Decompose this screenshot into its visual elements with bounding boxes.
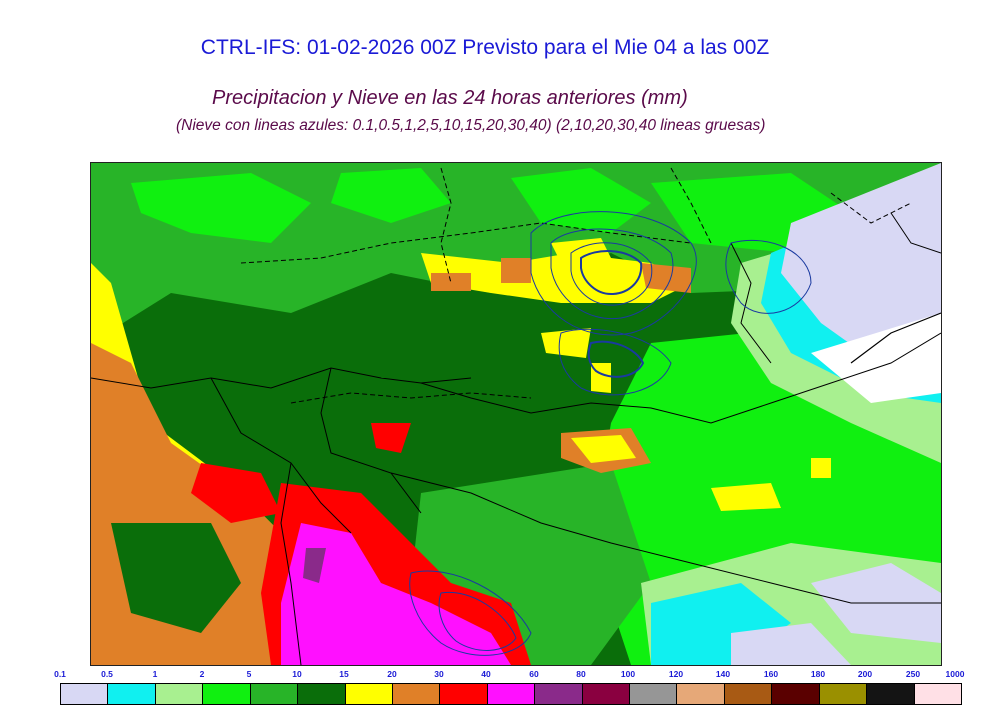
- legend-swatch: [108, 684, 156, 704]
- legend-swatch: [535, 684, 583, 704]
- legend-swatch: [345, 684, 393, 704]
- color-scale-legend: [60, 683, 962, 705]
- legend-swatch: [819, 684, 868, 704]
- legend-swatch: [867, 684, 915, 704]
- precipitation-map: [90, 162, 942, 666]
- legend-swatch: [203, 684, 251, 704]
- legend-swatch: [724, 684, 773, 704]
- snow-contour-note: (Nieve con lineas azules: 0.1,0.5,1,2,5,…: [176, 117, 766, 134]
- legend-tick-label: 160: [763, 669, 779, 679]
- legend-tick-label: 2: [199, 669, 205, 679]
- precipitation-field: [91, 163, 941, 665]
- legend-tick-label: 5: [246, 669, 252, 679]
- legend-swatch: [392, 684, 441, 704]
- legend-tick-label: 20: [387, 669, 397, 679]
- legend-tick-label: 1000: [945, 669, 965, 679]
- legend-tick-label: 120: [668, 669, 684, 679]
- legend-tick-label: 250: [905, 669, 921, 679]
- legend-tick-label: 1: [152, 669, 158, 679]
- legend-tick-label: 140: [715, 669, 731, 679]
- legend-swatch: [250, 684, 299, 704]
- legend-tick-label: 100: [620, 669, 636, 679]
- legend-swatch: [630, 684, 678, 704]
- legend-tick-label: 30: [434, 669, 444, 679]
- legend-swatch: [155, 684, 204, 704]
- legend-tick-label: 180: [810, 669, 826, 679]
- legend-swatch: [61, 684, 109, 704]
- legend-swatch: [677, 684, 725, 704]
- legend-tick-label: 60: [529, 669, 539, 679]
- legend-tick-label: 40: [481, 669, 491, 679]
- legend-swatch: [772, 684, 820, 704]
- legend-swatch: [582, 684, 631, 704]
- legend-swatch: [914, 684, 962, 704]
- legend-tick-label: 0.1: [54, 669, 66, 679]
- map-title: CTRL-IFS: 01-02-2026 00Z Previsto para e…: [200, 36, 770, 59]
- legend-tick-label: 10: [292, 669, 302, 679]
- legend-tick-label: 0.5: [101, 669, 113, 679]
- legend-tick-label: 200: [857, 669, 873, 679]
- legend-swatch: [440, 684, 488, 704]
- legend-tick-label: 15: [339, 669, 349, 679]
- legend-swatch: [487, 684, 536, 704]
- legend-tick-label: 80: [576, 669, 586, 679]
- legend-swatch: [298, 684, 346, 704]
- map-subtitle: Precipitacion y Nieve en las 24 horas an…: [212, 87, 688, 109]
